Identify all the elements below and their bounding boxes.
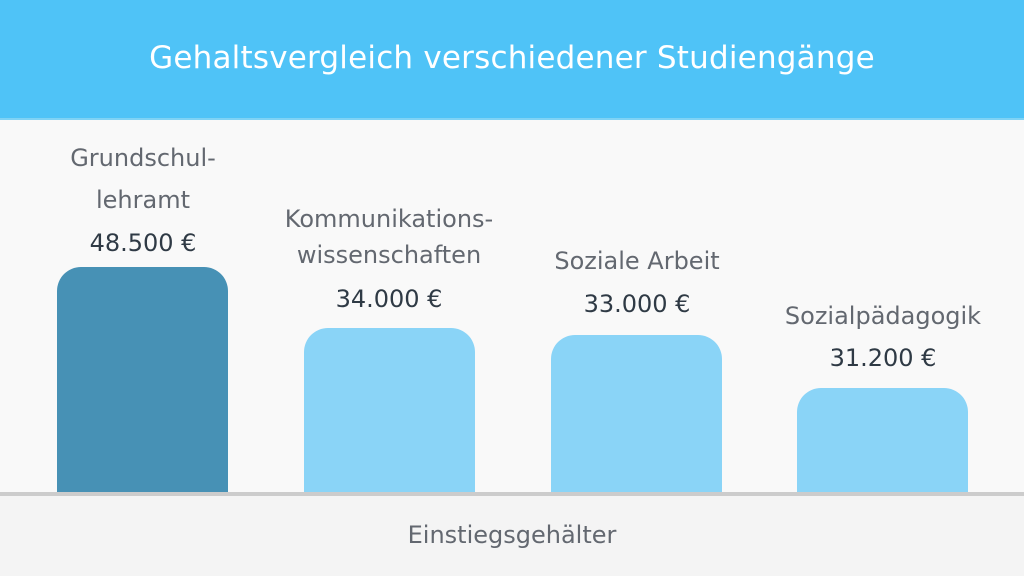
x-axis-label: Einstiegsgehälter [407, 521, 617, 549]
bar-value-label: 34.000 € [335, 285, 443, 313]
bar-label-line1: Grundschul- [70, 144, 216, 172]
bar-label-line1: Kommunikations- [284, 205, 494, 233]
bar-label-line2: wissenschaften [296, 241, 482, 269]
chart-footer: Einstiegsgehälter [0, 496, 1024, 576]
bar-value-label: 31.200 € [829, 344, 937, 372]
chart-header: Gehaltsvergleich verschiedener Studiengä… [0, 0, 1024, 120]
bar-value-label: 33.000 € [583, 290, 691, 318]
bar-soziale-arbeit [551, 335, 722, 492]
bar-grundschullehramt [57, 267, 228, 492]
x-axis-baseline [0, 492, 1024, 496]
bar-value-label: 48.500 € [89, 229, 197, 257]
bar-kommunikationswissenschaften [304, 328, 475, 492]
bar-label-line1: Sozialpädagogik [784, 302, 982, 330]
chart-title: Gehaltsvergleich verschiedener Studiengä… [149, 40, 875, 76]
bar-label-line2: lehramt [95, 186, 190, 214]
bar-sozialpaedagogik [797, 388, 968, 492]
bar-label-line1: Soziale Arbeit [554, 247, 720, 275]
